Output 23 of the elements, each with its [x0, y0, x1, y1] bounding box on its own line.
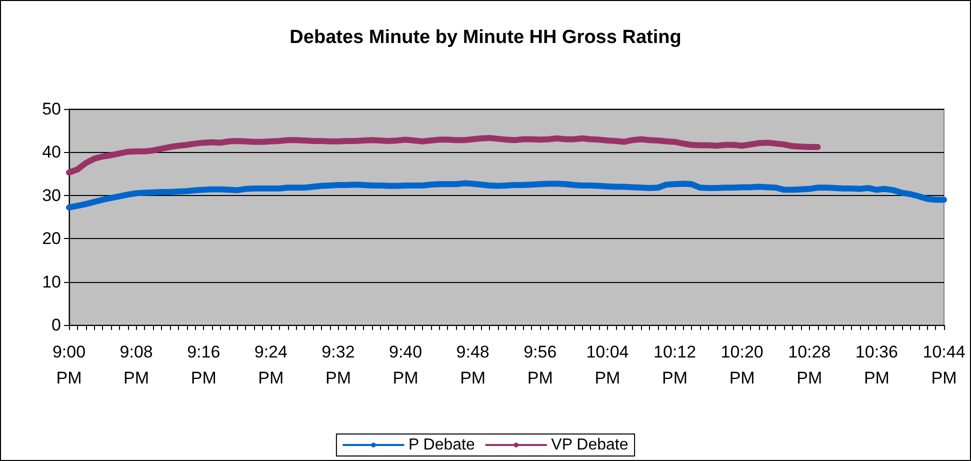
legend-label: VP Debate: [551, 436, 628, 454]
x-tick-label: 9:56 PM: [524, 342, 557, 388]
y-tick-label: 10: [42, 272, 61, 292]
y-tick-label: 50: [42, 100, 61, 118]
y-tick-label: 30: [42, 186, 61, 205]
y-tick-label: 40: [42, 142, 61, 162]
x-tick-label: 10:28 PM: [788, 342, 831, 388]
x-tick-label: 10:20 PM: [720, 342, 764, 388]
legend-label: P Debate: [408, 436, 475, 454]
x-tick-label: 10:36 PM: [855, 342, 898, 388]
x-tick-label: 9:32 PM: [322, 342, 355, 388]
x-tick-label: 9:00 PM: [52, 342, 86, 388]
x-tick-label: 9:16 PM: [187, 342, 220, 388]
x-tick-label: 9:48 PM: [456, 342, 490, 388]
x-tick-label: 9:40 PM: [388, 342, 422, 388]
y-tick-label: 20: [42, 229, 61, 248]
x-tick-label: 10:12 PM: [653, 342, 696, 388]
x-tick-label: 10:44 PM: [922, 342, 966, 388]
x-tick-label: 9:08 PM: [120, 342, 153, 388]
y-tick-label: 0: [52, 316, 61, 334]
x-tick-label: 10:04 PM: [586, 342, 629, 388]
chart-title: Debates Minute by Minute HH Gross Rating: [290, 27, 682, 48]
x-tick-label: 9:24 PM: [254, 342, 288, 388]
